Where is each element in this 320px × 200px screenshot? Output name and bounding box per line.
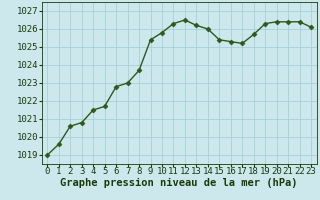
X-axis label: Graphe pression niveau de la mer (hPa): Graphe pression niveau de la mer (hPa) bbox=[60, 178, 298, 188]
